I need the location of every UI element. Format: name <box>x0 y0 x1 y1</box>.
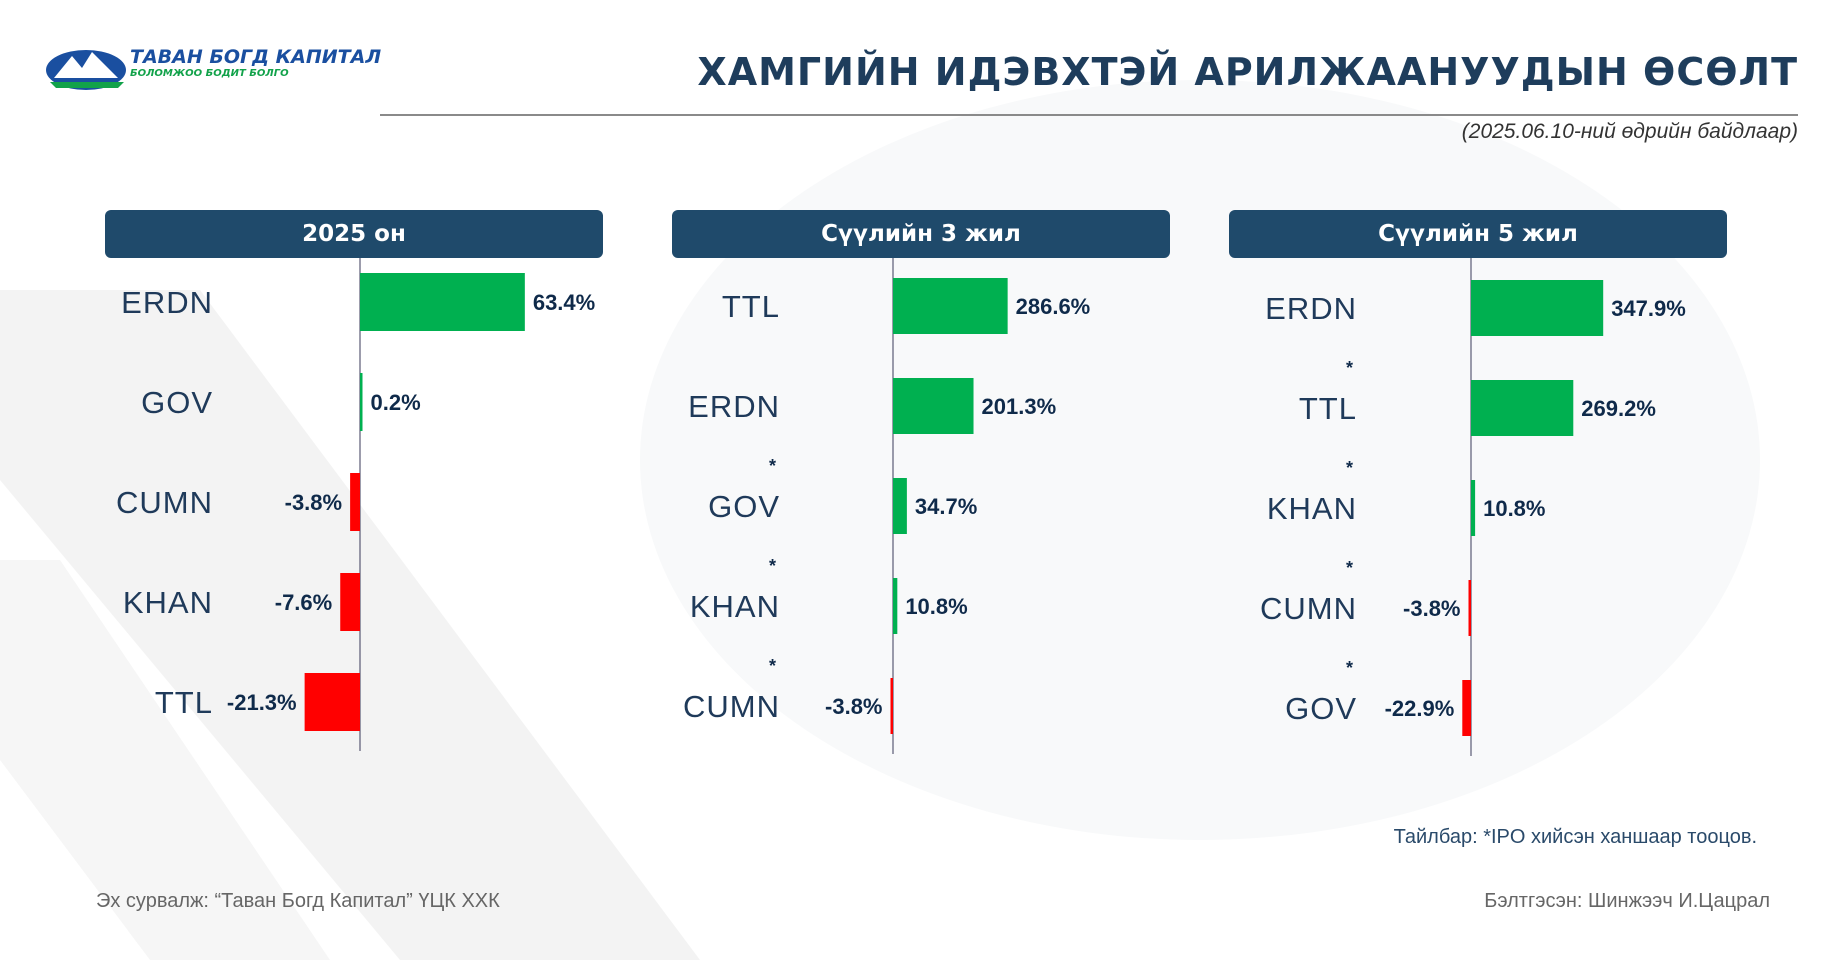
value-label: 201.3% <box>982 394 1057 419</box>
ipo-asterisk: * <box>1346 558 1353 578</box>
value-label: -7.6% <box>275 590 332 615</box>
bar-ttl <box>893 278 1008 334</box>
bar-khan <box>1471 480 1476 536</box>
ipo-asterisk: * <box>769 656 776 676</box>
value-label: 347.9% <box>1611 296 1686 321</box>
category-label: TTL <box>155 685 213 720</box>
value-label: -3.8% <box>285 490 342 515</box>
value-label: 63.4% <box>533 290 595 315</box>
mountain-logo-icon <box>46 50 126 90</box>
bar-chart-3-years: TTL 286.6% ERDN 201.3% GOV * 34.7% KHAN * 10.8% CU… <box>683 258 1091 754</box>
bar-cumn <box>350 473 360 531</box>
company-logo: ТАВАН БОГД КАПИТАЛ БОЛОМЖОО БОДИТ БОЛГО <box>46 44 381 94</box>
category-label: KHAN <box>123 585 213 620</box>
value-label: 269.2% <box>1581 396 1656 421</box>
bar-khan <box>893 578 898 634</box>
ipo-asterisk: * <box>769 456 776 476</box>
value-label: 10.8% <box>905 594 967 619</box>
bar-cumn <box>1468 580 1471 636</box>
bar-chart-5-years: ERDN 347.9% TTL * 269.2% KHAN * 10.8% CUMN * -3.8%… <box>1260 258 1686 756</box>
value-label: 286.6% <box>1016 294 1091 319</box>
bar-erdn <box>893 378 974 434</box>
value-label: 34.7% <box>915 494 977 519</box>
chart-title: Сүүлийн 3 жил <box>672 210 1170 258</box>
logo-slogan: БОЛОМЖОО БОДИТ БОЛГО <box>130 68 289 79</box>
ipo-asterisk: * <box>1346 358 1353 378</box>
category-label: CUMN <box>116 485 213 520</box>
ipo-asterisk: * <box>769 556 776 576</box>
ipo-asterisk: * <box>1346 658 1353 678</box>
chart-title: Сүүлийн 5 жил <box>1229 210 1727 258</box>
ipo-asterisk: * <box>1346 458 1353 478</box>
category-label: ERDN <box>121 285 213 320</box>
bar-gov <box>360 373 363 431</box>
value-label: 0.2% <box>371 390 421 415</box>
category-label: GOV <box>708 489 780 524</box>
category-label: CUMN <box>1260 591 1357 626</box>
bar-erdn <box>360 273 525 331</box>
category-label: GOV <box>1285 691 1357 726</box>
category-label: GOV <box>141 385 213 420</box>
category-label: TTL <box>722 289 780 324</box>
bar-ttl <box>304 673 360 731</box>
category-label: KHAN <box>690 589 780 624</box>
chart-title: 2025 он <box>105 210 603 258</box>
value-label: -3.8% <box>1403 596 1460 621</box>
category-label: KHAN <box>1267 491 1357 526</box>
bar-erdn <box>1471 280 1604 336</box>
source-text: Эх сурвалж: “Таван Богд Капитал” ҮЦК ХХК <box>96 890 500 912</box>
category-label: CUMN <box>683 689 780 724</box>
bar-ttl <box>1471 380 1574 436</box>
value-label: -22.9% <box>1385 696 1455 721</box>
chart-panel-2025: 2025 он ERDN 63.4% GOV 0.2% CUMN -3.8% KHAN -7.… <box>105 210 603 790</box>
bar-cumn <box>890 678 893 734</box>
category-label: ERDN <box>688 389 780 424</box>
chart-panel-5-years: Сүүлийн 5 жил ERDN 347.9% TTL * 269.2% KHAN * 1… <box>1229 210 1727 790</box>
title-divider <box>380 114 1798 116</box>
logo-name: ТАВАН БОГД КАПИТАЛ <box>130 46 382 68</box>
chart-panel-3-years: Сүүлийн 3 жил TTL 286.6% ERDN 201.3% GOV * 34.… <box>672 210 1170 790</box>
footnote-ipo: Тайлбар: *IPO хийсэн ханшаар тооцов. <box>1393 826 1757 848</box>
author-text: Бэлтгэсэн: Шинжээч И.Цацрал <box>1484 890 1770 912</box>
value-label: -3.8% <box>825 694 882 719</box>
value-label: -21.3% <box>227 690 297 715</box>
value-label: 10.8% <box>1483 496 1545 521</box>
bar-gov <box>893 478 907 534</box>
page-title: ХАМГИЙН ИДЭВХТЭЙ АРИЛЖААНУУДЫН ӨСӨЛТ <box>697 50 1798 94</box>
date-note: (2025.06.10-ний өдрийн байдлаар) <box>1461 120 1798 143</box>
category-label: ERDN <box>1265 291 1357 326</box>
bar-gov <box>1462 680 1471 736</box>
bar-chart-2025: ERDN 63.4% GOV 0.2% CUMN -3.8% KHAN -7.6% TTL -21… <box>116 258 595 751</box>
bar-khan <box>340 573 360 631</box>
category-label: TTL <box>1299 391 1357 426</box>
